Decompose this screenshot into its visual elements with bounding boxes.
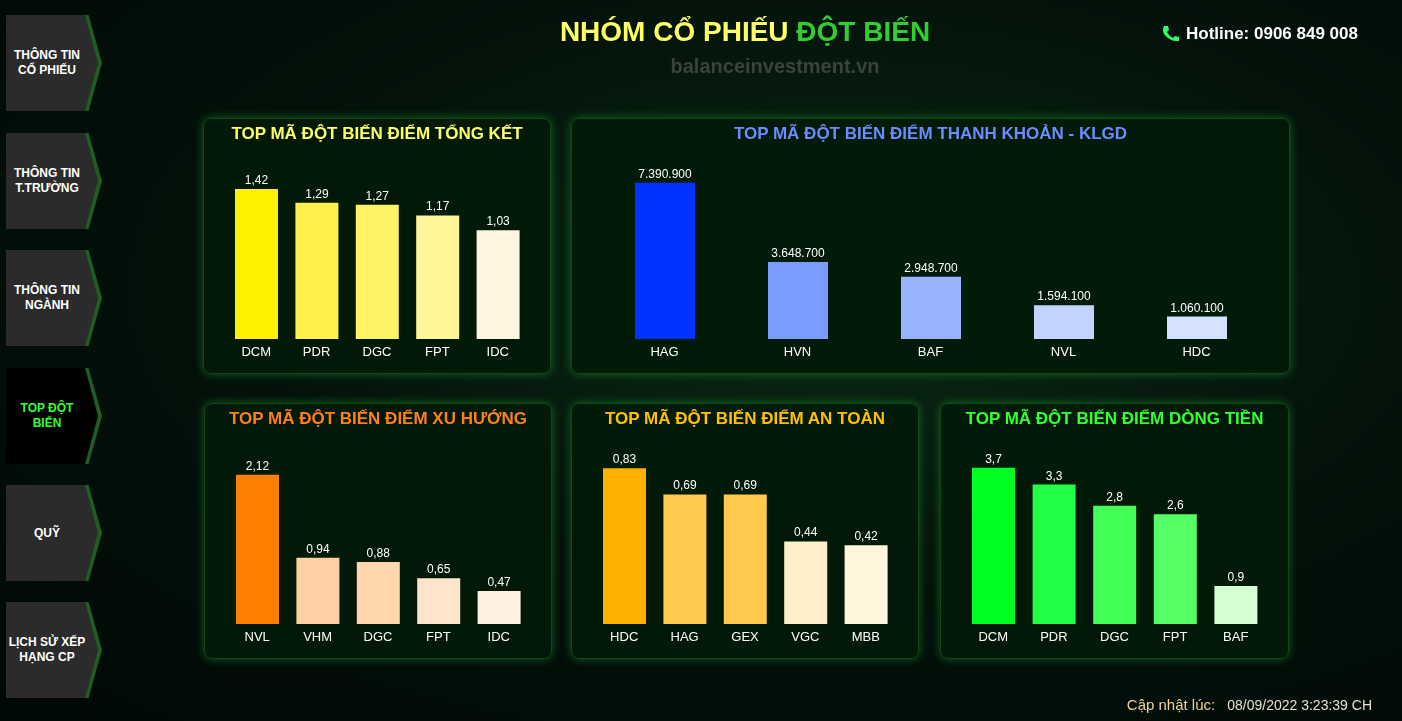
svg-text:VHM: VHM (303, 629, 332, 644)
svg-text:0,94: 0,94 (306, 542, 330, 556)
svg-text:GEX: GEX (731, 629, 759, 644)
svg-text:DCM: DCM (978, 629, 1008, 644)
svg-text:FPT: FPT (425, 344, 450, 359)
html-text:NHÓM CỔ PHIẾU ĐỘT BIẾN: NHÓM CỔ PHIẾU ĐỘT BIẾN (559, 16, 931, 47)
svg-text:1,03: 1,03 (486, 214, 510, 228)
svg-text:HAG: HAG (650, 344, 678, 359)
svg-text:DGC: DGC (363, 344, 392, 359)
svg-text:1.060.100: 1.060.100 (1170, 301, 1224, 315)
svg-text:0,88: 0,88 (367, 546, 391, 560)
svg-text:3.648.700: 3.648.700 (771, 246, 825, 260)
svg-text:0,42: 0,42 (854, 529, 878, 543)
svg-text:PDR: PDR (1040, 629, 1067, 644)
svg-text:1,29: 1,29 (305, 187, 329, 201)
html-text:TOP ĐỘT: TOP ĐỘT (20, 401, 74, 415)
svg-text:VGC: VGC (791, 629, 819, 644)
html-text:TOP MÃ ĐỘT BIẾN ĐIỂM DÒNG TIỀN: TOP MÃ ĐỘT BIẾN ĐIỂM DÒNG TIỀN (965, 409, 1264, 428)
html-text:BIẾN: BIẾN (32, 416, 62, 430)
svg-text:DGC: DGC (1100, 629, 1129, 644)
svg-text:BAF: BAF (1223, 629, 1248, 644)
svg-text:1,17: 1,17 (426, 199, 450, 213)
html-text:LỊCH SỬ XẾP: LỊCH SỬ XẾP (8, 635, 86, 649)
svg-text:2.948.700: 2.948.700 (904, 261, 958, 275)
html-text:THÔNG TIN: THÔNG TIN (14, 166, 80, 180)
svg-text:3,7: 3,7 (985, 452, 1002, 466)
svg-text:0,69: 0,69 (734, 478, 758, 492)
html-text:Cập nhật lúc:: Cập nhật lúc: (1126, 696, 1216, 713)
html-text:TOP MÃ ĐỘT BIẾN ĐIỂM THANH KHO: TOP MÃ ĐỘT BIẾN ĐIỂM THANH KHOẢN - KLGD (733, 124, 1128, 143)
html-text:TOP MÃ ĐỘT BIẾN ĐIỂM AN TOÀN: TOP MÃ ĐỘT BIẾN ĐIỂM AN TOÀN (605, 409, 885, 428)
svg-text:1,42: 1,42 (245, 173, 269, 187)
html-text:CỔ PHIẾU: CỔ PHIẾU (18, 63, 76, 77)
html-text:HẠNG CP: HẠNG CP (19, 650, 75, 664)
svg-text:0,83: 0,83 (613, 452, 637, 466)
html-text:THÔNG TIN: THÔNG TIN (14, 283, 80, 297)
svg-text:FPT: FPT (426, 629, 451, 644)
html-text:QUỸ: QUỸ (34, 525, 60, 540)
svg-text:0,65: 0,65 (427, 562, 451, 576)
html-text:08/09/2022 3:23:39 CH: 08/09/2022 3:23:39 CH (1227, 697, 1372, 713)
svg-text:HDC: HDC (610, 629, 638, 644)
svg-text:1.594.100: 1.594.100 (1037, 289, 1091, 303)
svg-text:0,69: 0,69 (673, 478, 697, 492)
svg-text:NVL: NVL (245, 629, 270, 644)
svg-text:3,3: 3,3 (1046, 469, 1063, 483)
svg-text:2,8: 2,8 (1106, 490, 1123, 504)
svg-text:2,12: 2,12 (246, 459, 270, 473)
svg-text:BAF: BAF (918, 344, 943, 359)
html-text:NGÀNH: NGÀNH (25, 298, 69, 312)
svg-text:0,47: 0,47 (487, 575, 511, 589)
svg-text:HAG: HAG (671, 629, 699, 644)
svg-text:PDR: PDR (303, 344, 330, 359)
svg-text:NVL: NVL (1051, 344, 1076, 359)
svg-text:0,9: 0,9 (1228, 570, 1245, 584)
html-text:TOP MÃ ĐỘT BIẾN ĐIỂM XU HƯỚNG: TOP MÃ ĐỘT BIẾN ĐIỂM XU HƯỚNG (228, 409, 527, 428)
svg-text:MBB: MBB (852, 629, 880, 644)
svg-text:0,44: 0,44 (794, 525, 818, 539)
html-text:TOP MÃ ĐỘT BIẾN ĐIỂM TỔNG KẾT: TOP MÃ ĐỘT BIẾN ĐIỂM TỔNG KẾT (231, 124, 523, 143)
svg-text:IDC: IDC (487, 344, 509, 359)
svg-text:7.390.900: 7.390.900 (638, 167, 692, 181)
svg-text:HDC: HDC (1182, 344, 1210, 359)
html-text:THÔNG TIN: THÔNG TIN (14, 48, 80, 62)
svg-text:DGC: DGC (364, 629, 393, 644)
html-text:balanceinvestment.vn: balanceinvestment.vn (670, 55, 880, 77)
html-text:T.TRƯỜNG: T.TRƯỜNG (15, 181, 79, 195)
svg-text:2,6: 2,6 (1167, 498, 1184, 512)
svg-text:IDC: IDC (488, 629, 510, 644)
svg-text:FPT: FPT (1163, 629, 1188, 644)
svg-text:HVN: HVN (784, 344, 811, 359)
svg-text:1,27: 1,27 (366, 189, 390, 203)
svg-text:DCM: DCM (241, 344, 271, 359)
html-text:Hotline: 0906 849 008: Hotline: 0906 849 008 (1186, 24, 1358, 43)
